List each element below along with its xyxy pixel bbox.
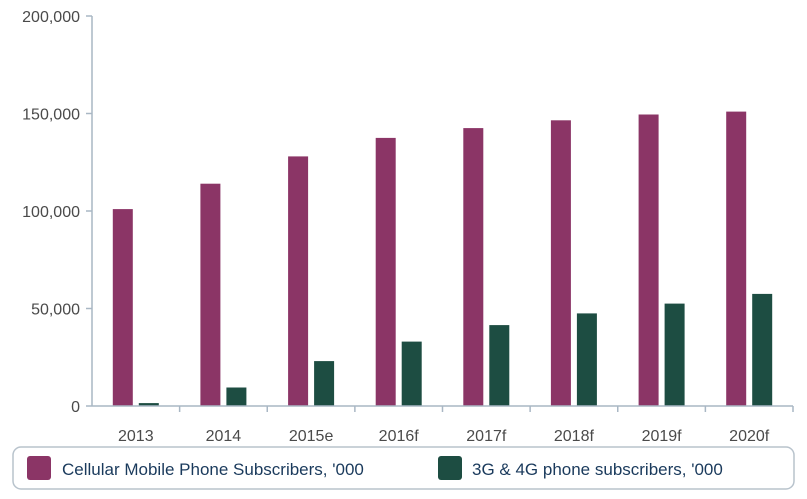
legend-label-3g-4g: 3G & 4G phone subscribers, '000 bbox=[472, 460, 723, 479]
bar-3g-4g-2017f bbox=[489, 325, 510, 406]
y-tick-label: 100,000 bbox=[22, 204, 80, 221]
bar-cellular-2015e bbox=[288, 156, 309, 406]
bar-3g-4g-2018f bbox=[576, 313, 597, 406]
x-tick-label: 2019f bbox=[642, 428, 683, 445]
x-tick-label: 2014 bbox=[206, 428, 242, 445]
bar-cellular-2017f bbox=[463, 128, 484, 406]
bar-3g-4g-2019f bbox=[664, 303, 685, 406]
bar-3g-4g-2013 bbox=[138, 403, 159, 406]
bars-group bbox=[112, 111, 773, 407]
x-tick-label: 2016f bbox=[379, 428, 420, 445]
axes-group bbox=[91, 16, 794, 412]
x-tick-label: 2017f bbox=[466, 428, 507, 445]
legend-box bbox=[12, 446, 795, 490]
bar-3g-4g-2016f bbox=[401, 341, 422, 406]
bar-cellular-2013 bbox=[112, 209, 133, 406]
bar-3g-4g-2015e bbox=[314, 361, 335, 406]
bar-cellular-2014 bbox=[200, 183, 221, 406]
x-tick-label: 2013 bbox=[118, 428, 154, 445]
legend-swatch-cellular bbox=[27, 456, 51, 480]
y-tick-label: 50,000 bbox=[31, 302, 80, 319]
bar-3g-4g-2014 bbox=[226, 387, 247, 406]
bar-3g-4g-2020f bbox=[752, 293, 773, 406]
bar-cellular-2020f bbox=[726, 111, 747, 406]
x-tick-label: 2015e bbox=[289, 428, 334, 445]
legend-label-cellular: Cellular Mobile Phone Subscribers, '000 bbox=[62, 460, 364, 479]
legend: Cellular Mobile Phone Subscribers, '000 … bbox=[12, 446, 795, 490]
y-tick-label: 150,000 bbox=[22, 107, 80, 124]
bar-cellular-2019f bbox=[638, 114, 659, 406]
y-tick-label: 200,000 bbox=[22, 9, 80, 26]
x-tick-label: 2018f bbox=[554, 428, 595, 445]
legend-swatch-3g-4g bbox=[438, 456, 462, 480]
x-ticks-group: 2013 2014 2015e 2016f 2017f 2018f 2019f 2020f bbox=[118, 406, 770, 445]
bar-cellular-2018f bbox=[550, 120, 571, 407]
y-ticks-group: 0 50,000 100,000 150,000 200,000 bbox=[22, 9, 92, 416]
x-tick-label: 2020f bbox=[729, 428, 770, 445]
bar-cellular-2016f bbox=[375, 137, 396, 406]
y-tick-label: 0 bbox=[71, 399, 80, 416]
